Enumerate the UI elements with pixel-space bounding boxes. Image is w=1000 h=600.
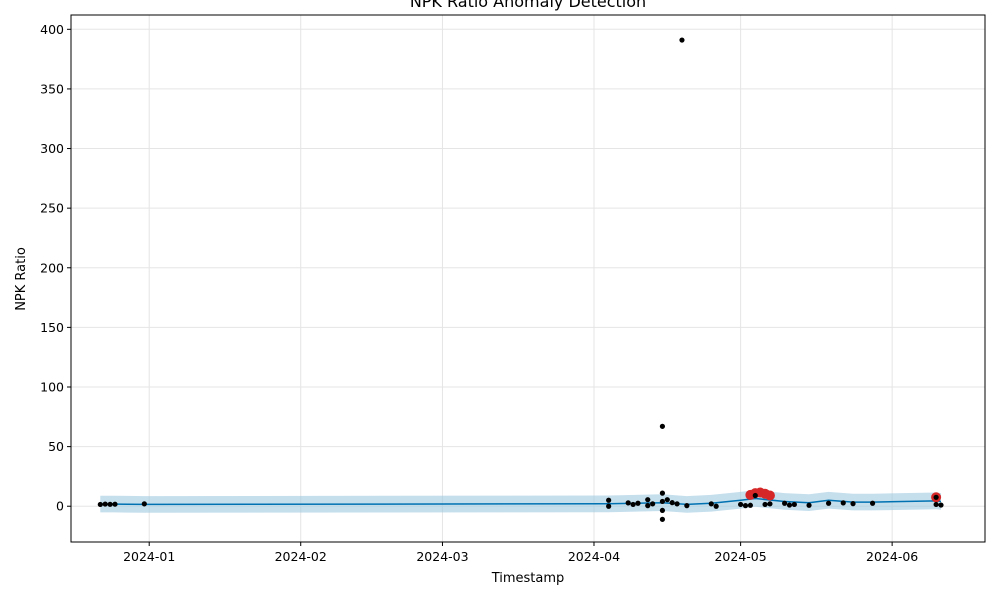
y-axis-ticks: 0 50 100 150 200 250 300 350 400 [40,22,71,514]
observed-point [97,501,103,508]
observed-point [659,423,666,429]
observed-point [659,498,666,505]
observed-point [869,500,876,506]
y-tick-label: 100 [40,380,64,395]
observed-point [679,37,685,43]
observed-point [650,501,656,507]
observed-point [659,516,666,522]
observed-point [674,501,680,507]
y-tick-label: 150 [40,320,64,335]
y-axis-label: NPK Ratio [14,247,29,311]
observed-point [825,500,832,506]
observed-point [762,501,768,508]
observed-point [742,503,749,509]
observed-point [850,501,856,507]
y-tick-label: 400 [40,22,64,37]
observed-point [635,500,641,506]
observed-point [747,502,753,508]
anomaly-point [764,490,775,501]
y-tick-label: 200 [40,260,64,275]
observed-point [112,501,118,507]
observed-point [606,503,612,509]
x-tick-label: 2024-05 [714,549,766,564]
x-axis-label: Timestamp [491,571,565,586]
observed-point [645,497,651,503]
observed-point [767,501,773,507]
uncertainty-band [100,490,942,513]
x-tick-label: 2024-03 [416,549,468,564]
observed-point [938,502,944,508]
chart-title: NPK Ratio Anomaly Detection [410,0,646,11]
observed-point [669,500,675,506]
observed-point [791,501,797,508]
observed-point [840,500,846,506]
forecast-series-line [100,497,942,506]
observed-point [107,501,113,507]
observed-point [786,502,793,508]
observed-point [933,501,939,508]
observed-point [684,503,690,509]
observed-point [664,497,670,503]
observed-point [630,501,636,508]
x-axis-ticks: 2024-01 2024-02 2024-03 2024-04 2024-05 2024-… [123,542,918,564]
forecast-line [100,497,942,506]
plot-frame [70,14,986,543]
y-tick-label: 300 [40,141,64,156]
observed-point [752,492,758,499]
y-tick-label: 0 [56,499,64,514]
observed-point [708,501,714,507]
x-tick-label: 2024-06 [866,549,918,564]
observed-point [713,503,719,509]
uncertainty-band-area [100,490,942,513]
observed-point [625,500,631,506]
observed-point [933,494,939,500]
observed-point [738,501,744,508]
observed-point [806,502,812,508]
observed-points [97,37,944,522]
observed-point [645,503,651,509]
y-tick-label: 50 [48,439,64,454]
observed-point [102,501,108,507]
x-tick-label: 2024-02 [275,549,327,564]
grid-lines [71,15,985,542]
observed-point [606,497,612,503]
x-tick-label: 2024-01 [123,549,175,564]
y-tick-label: 350 [40,81,64,96]
observed-point [782,500,788,506]
x-tick-label: 2024-04 [568,549,620,564]
y-tick-label: 250 [40,201,64,216]
observed-point [141,501,147,507]
observed-point [659,490,666,496]
observed-point [659,507,666,514]
